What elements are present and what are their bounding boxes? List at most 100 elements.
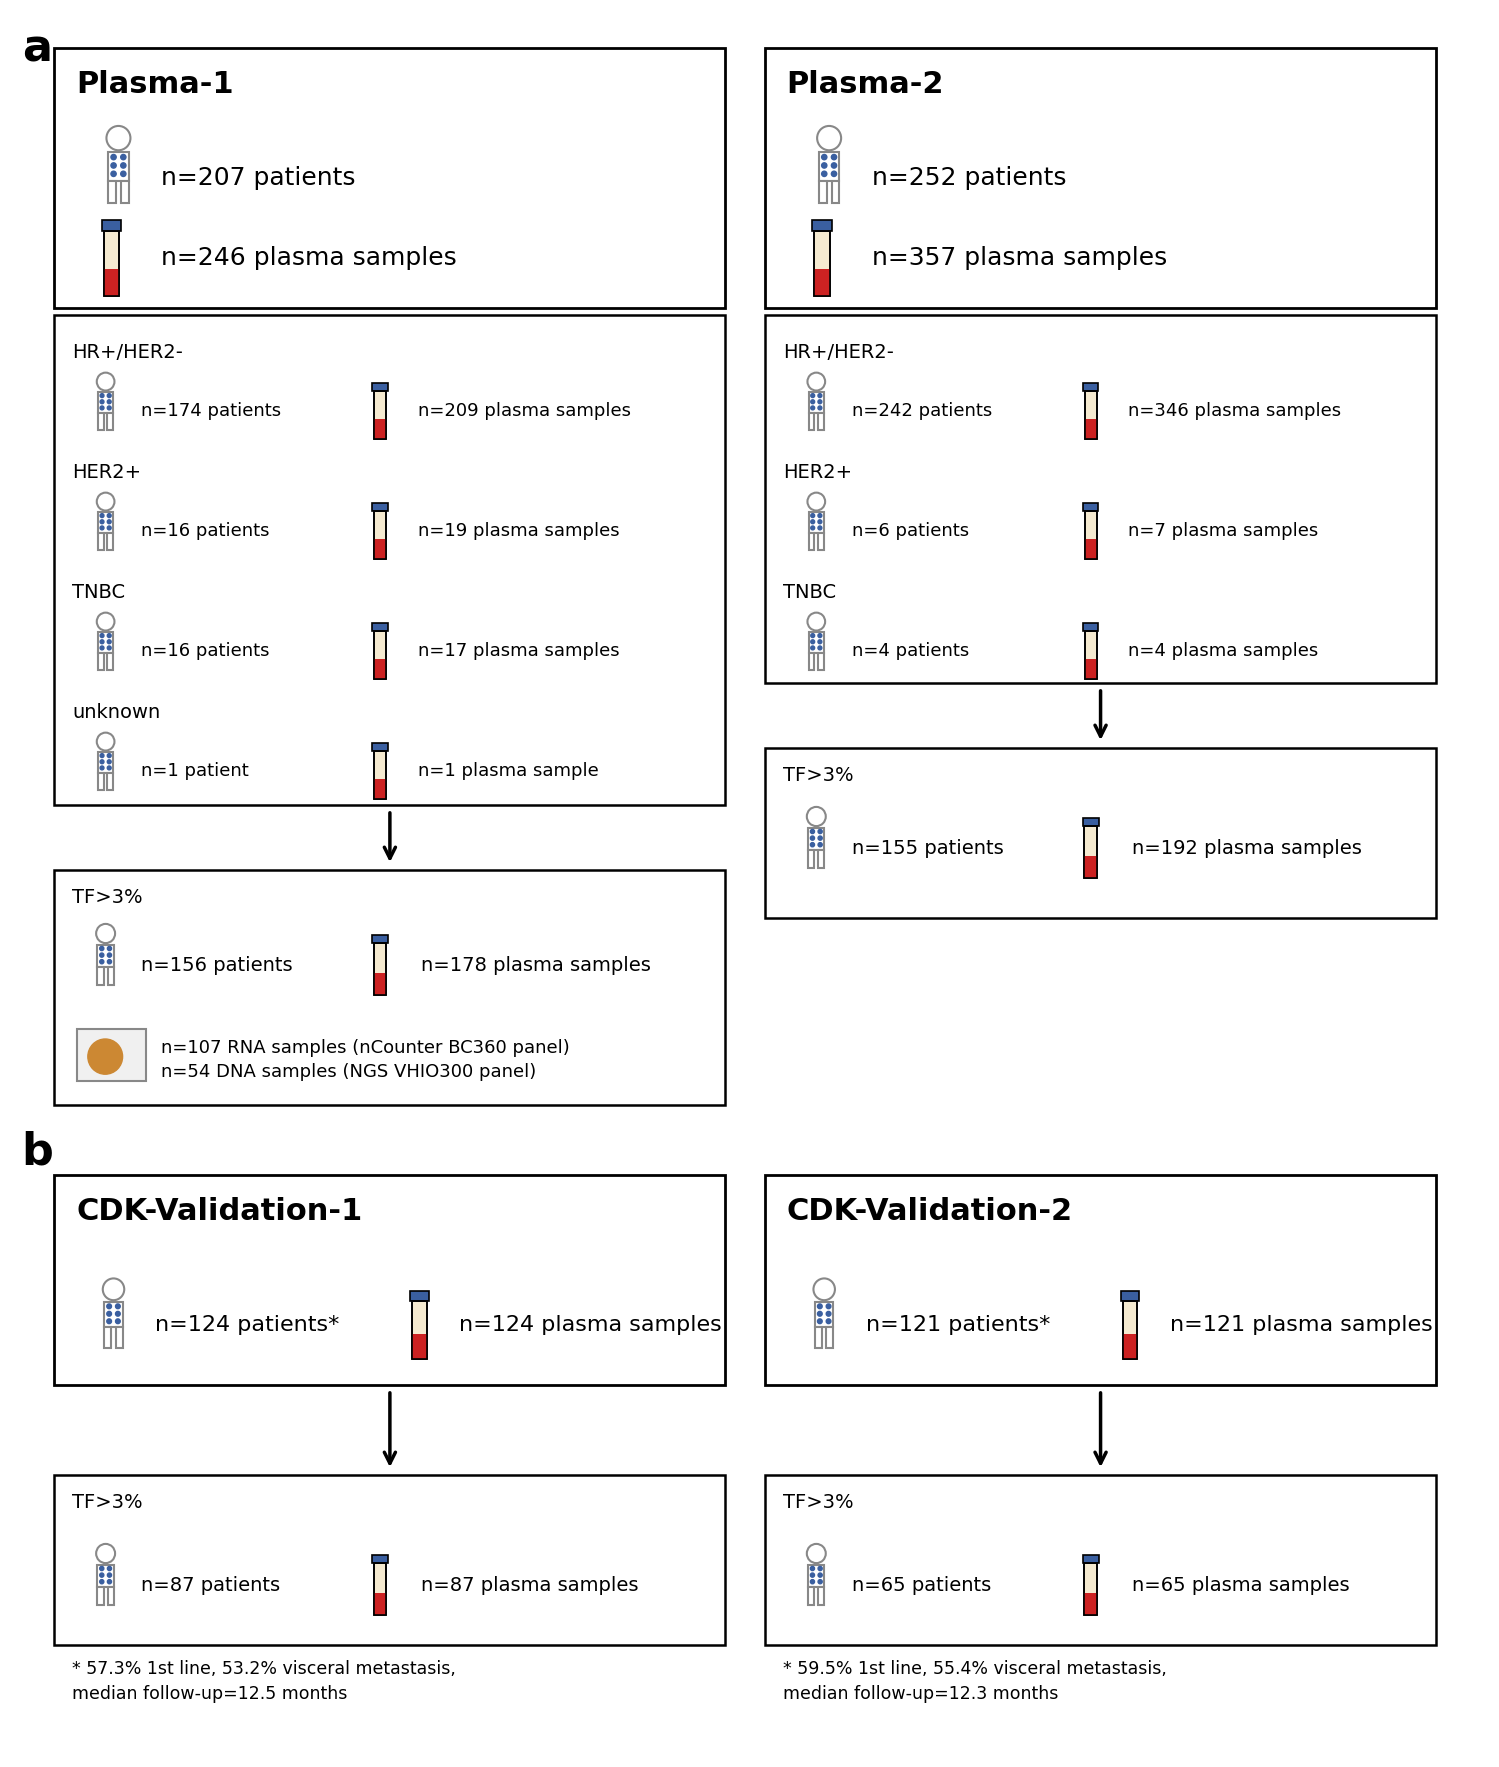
Bar <box>103 269 120 297</box>
Bar <box>808 534 814 550</box>
Circle shape <box>106 1318 111 1323</box>
Bar <box>1123 1301 1138 1359</box>
Text: HR+/HER2-: HR+/HER2- <box>72 343 183 362</box>
Text: n=87 patients: n=87 patients <box>141 1576 280 1594</box>
Circle shape <box>821 154 827 159</box>
Circle shape <box>100 394 103 398</box>
Bar <box>1082 624 1099 631</box>
Circle shape <box>826 1304 830 1309</box>
Bar <box>815 1302 833 1327</box>
Text: Plasma-2: Plasma-2 <box>787 71 944 99</box>
Bar <box>1085 511 1096 558</box>
Circle shape <box>100 755 103 758</box>
Text: n=155 patients: n=155 patients <box>851 839 1004 857</box>
Bar <box>97 772 103 790</box>
Bar <box>1123 1301 1138 1359</box>
Text: n=65 plasma samples: n=65 plasma samples <box>1132 1576 1349 1594</box>
Bar <box>1085 659 1096 679</box>
Bar <box>1082 504 1099 511</box>
Circle shape <box>818 1566 823 1571</box>
Circle shape <box>100 640 103 643</box>
Circle shape <box>818 1580 823 1583</box>
Circle shape <box>121 171 126 177</box>
Text: n=7 plasma samples: n=7 plasma samples <box>1129 521 1319 541</box>
Bar <box>108 180 115 203</box>
Bar <box>103 231 120 297</box>
Circle shape <box>108 399 111 403</box>
Bar <box>373 1564 387 1615</box>
Bar <box>375 391 385 438</box>
Text: HER2+: HER2+ <box>72 463 141 482</box>
Bar <box>97 512 114 534</box>
Circle shape <box>818 514 821 518</box>
Bar <box>808 633 824 654</box>
Bar <box>412 1301 427 1359</box>
Circle shape <box>811 527 814 530</box>
Circle shape <box>817 1304 821 1309</box>
Circle shape <box>818 634 821 638</box>
Bar <box>375 391 385 438</box>
Bar <box>54 1475 726 1645</box>
Bar <box>373 1594 387 1615</box>
Circle shape <box>108 760 111 763</box>
Text: n=124 plasma samples: n=124 plasma samples <box>459 1315 721 1336</box>
Bar <box>1084 827 1097 878</box>
Circle shape <box>832 171 836 177</box>
Bar <box>105 1302 123 1327</box>
Text: n=17 plasma samples: n=17 plasma samples <box>418 641 619 661</box>
Circle shape <box>811 406 814 410</box>
Bar <box>97 633 114 654</box>
Bar <box>808 827 824 850</box>
Text: unknown: unknown <box>72 703 160 723</box>
Bar <box>1085 419 1096 438</box>
Bar <box>808 392 824 413</box>
Bar <box>108 772 114 790</box>
Circle shape <box>106 1311 111 1316</box>
Text: n=6 patients: n=6 patients <box>851 521 968 541</box>
Bar <box>373 944 387 995</box>
Circle shape <box>111 154 117 159</box>
Bar <box>54 315 726 806</box>
Circle shape <box>811 399 814 403</box>
Text: TNBC: TNBC <box>782 583 836 603</box>
Bar <box>372 1555 388 1564</box>
Text: n=209 plasma samples: n=209 plasma samples <box>418 403 631 421</box>
Circle shape <box>121 154 126 159</box>
Bar <box>832 180 839 203</box>
Circle shape <box>100 1580 103 1583</box>
Circle shape <box>100 527 103 530</box>
Text: n=4 patients: n=4 patients <box>851 641 968 661</box>
Bar <box>375 511 385 558</box>
Bar <box>808 654 814 670</box>
Bar <box>375 779 385 799</box>
Circle shape <box>818 843 823 846</box>
Bar <box>818 413 824 429</box>
Bar <box>1082 818 1099 827</box>
Bar <box>1085 511 1096 558</box>
Circle shape <box>100 406 103 410</box>
Text: TF>3%: TF>3% <box>72 889 142 906</box>
Text: Plasma-1: Plasma-1 <box>76 71 234 99</box>
Text: b: b <box>21 1131 54 1173</box>
Text: n=16 patients: n=16 patients <box>141 521 270 541</box>
Circle shape <box>811 836 814 839</box>
Text: n=252 patients: n=252 patients <box>871 166 1066 191</box>
Text: n=242 patients: n=242 patients <box>851 403 992 421</box>
Bar <box>97 945 114 967</box>
Circle shape <box>811 1573 814 1578</box>
Circle shape <box>826 1318 830 1323</box>
Circle shape <box>108 765 111 770</box>
Bar <box>108 534 114 550</box>
Bar <box>97 654 103 670</box>
Circle shape <box>100 647 103 650</box>
Bar <box>375 539 385 558</box>
Circle shape <box>811 647 814 650</box>
Bar <box>814 231 830 297</box>
Bar <box>97 1587 103 1604</box>
Text: n=121 plasma samples: n=121 plasma samples <box>1169 1315 1433 1336</box>
Circle shape <box>811 394 814 398</box>
Circle shape <box>811 640 814 643</box>
Bar <box>818 534 824 550</box>
Text: n=87 plasma samples: n=87 plasma samples <box>421 1576 639 1594</box>
Bar <box>808 512 824 534</box>
